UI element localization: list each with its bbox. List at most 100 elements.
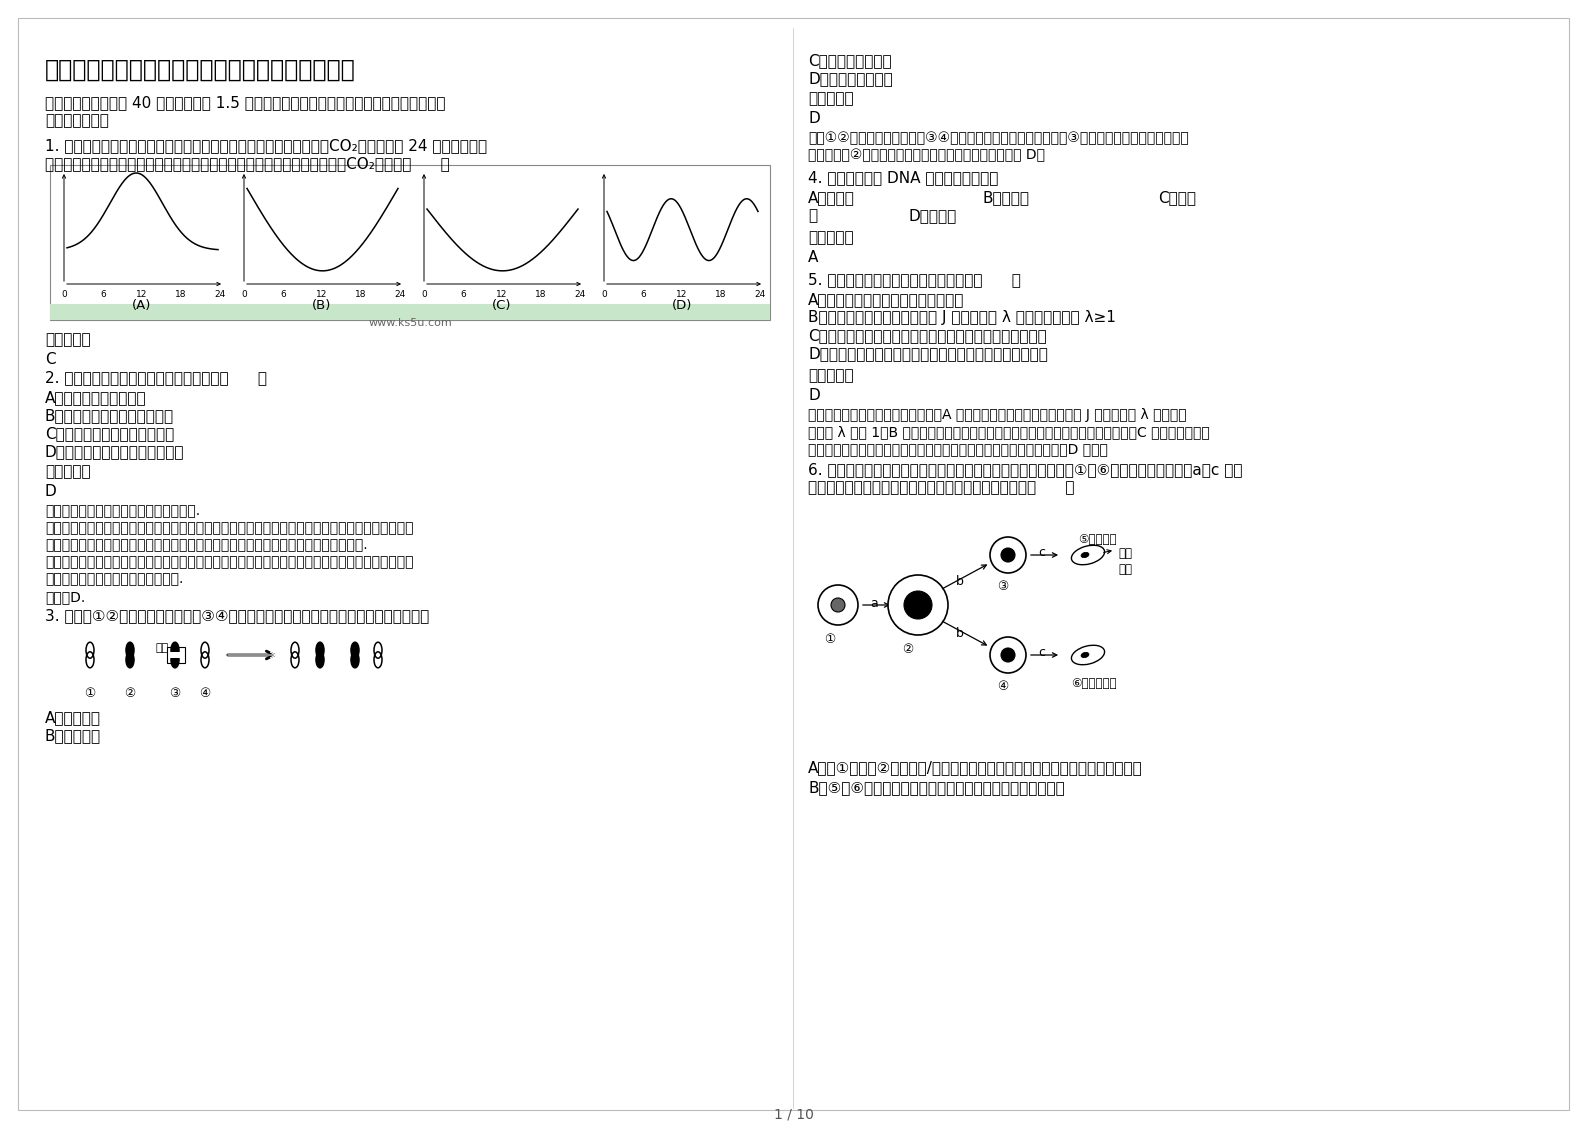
- Text: b: b: [955, 574, 963, 588]
- Text: D．改变生长素在植物体内的分布: D．改变生长素在植物体内的分布: [44, 444, 184, 459]
- Text: 18: 18: [355, 289, 367, 298]
- Text: 一、选择题（本题共 40 小题，每小题 1.5 分。在每小题给出的四个选项中，只有一项是符合: 一、选择题（本题共 40 小题，每小题 1.5 分。在每小题给出的四个选项中，只…: [44, 95, 446, 110]
- Circle shape: [990, 637, 1027, 673]
- Text: ③: ③: [170, 687, 181, 700]
- Text: 体: 体: [808, 208, 817, 223]
- Text: 6: 6: [640, 289, 646, 298]
- Text: c: c: [1038, 546, 1044, 559]
- Circle shape: [1001, 548, 1016, 562]
- Circle shape: [990, 537, 1027, 573]
- Text: 不均匀，从而导致植物弯向光源生长.: 不均匀，从而导致植物弯向光源生长.: [44, 572, 184, 586]
- Text: ③: ③: [997, 580, 1009, 594]
- Text: (D): (D): [671, 298, 692, 312]
- Text: 12: 12: [497, 289, 508, 298]
- Text: C．染色体数目变异: C．染色体数目变异: [808, 53, 892, 68]
- Text: D: D: [44, 484, 57, 499]
- Ellipse shape: [316, 642, 324, 659]
- Text: ⑥骨骼肌细胞: ⑥骨骼肌细胞: [1071, 677, 1117, 690]
- Ellipse shape: [316, 652, 324, 668]
- Text: D．染色体结构变异: D．染色体结构变异: [808, 71, 893, 86]
- Text: D: D: [808, 111, 820, 126]
- Text: C: C: [44, 352, 56, 367]
- Text: 12: 12: [676, 289, 687, 298]
- Text: c: c: [1038, 646, 1044, 659]
- Ellipse shape: [125, 652, 133, 668]
- Ellipse shape: [351, 652, 359, 668]
- Text: 细胞所进行的生理过程。据图分析，下列叙述正确的是（      ）: 细胞所进行的生理过程。据图分析，下列叙述正确的是（ ）: [808, 480, 1074, 495]
- Text: B．种群在理想条件下，表现为 J 型增长，其 λ 值是不变的，且 λ≥1: B．种群在理想条件下，表现为 J 型增长，其 λ 值是不变的，且 λ≥1: [808, 310, 1116, 325]
- Text: A．种群数量是种群最基本的数量特征: A．种群数量是种群最基本的数量特征: [808, 292, 965, 307]
- Text: 0: 0: [62, 289, 67, 298]
- Text: 24: 24: [395, 289, 406, 298]
- Text: B．⑤与⑥的细胞核内遗传物质相同，细胞内的蛋白质也相同: B．⑤与⑥的细胞核内遗传物质相同，细胞内的蛋白质也相同: [808, 780, 1065, 795]
- Text: (A): (A): [132, 298, 152, 312]
- Text: D．核糖体: D．核糖体: [908, 208, 957, 223]
- Ellipse shape: [1071, 545, 1105, 564]
- Text: 18: 18: [175, 289, 187, 298]
- Text: 6: 6: [281, 289, 286, 298]
- Text: A．与①相比，②的表面积/体积比增大，与外界环境进行物质交换的能力也增强: A．与①相比，②的表面积/体积比增大，与外界环境进行物质交换的能力也增强: [808, 760, 1143, 775]
- Ellipse shape: [125, 642, 133, 659]
- Text: 直结构具有明显的分层现象，有利于提高光照、空间等资源的利用率，D 正确。: 直结构具有明显的分层现象，有利于提高光照、空间等资源的利用率，D 正确。: [808, 442, 1108, 456]
- Text: 参考答案：: 参考答案：: [44, 332, 90, 347]
- Bar: [51, 165, 770, 320]
- Text: 已知①②为一对同源染色体，③④为另一对同源染色体，图中显示③染色体上的一个片段移到了非: 已知①②为一对同源染色体，③④为另一对同源染色体，图中显示③染色体上的一个片段移…: [808, 131, 1189, 145]
- Text: 4. 在细胞内进行 DNA 复制的主要场所是: 4. 在细胞内进行 DNA 复制的主要场所是: [808, 171, 998, 185]
- Text: ⑤上皮细胞: ⑤上皮细胞: [1078, 533, 1117, 546]
- Text: 死亡: 死亡: [1117, 563, 1132, 576]
- Text: 同源染色体②上，属于染色体结构的变异中的易位，故选 D。: 同源染色体②上，属于染色体结构的变异中的易位，故选 D。: [808, 148, 1044, 162]
- Text: 5. 下列有关种群与群落的叙述正确的是（      ）: 5. 下列有关种群与群落的叙述正确的是（ ）: [808, 272, 1020, 287]
- Text: 【解答】解：植物向光性的原因是单侧光照过后，生长素由向光一侧朝背光一侧运输，使生长素分布: 【解答】解：植物向光性的原因是单侧光照过后，生长素由向光一侧朝背光一侧运输，使生…: [44, 555, 414, 569]
- Text: 的，且 λ 大于 1，B 错误；群落包括华科大附中校园内所有的动物、植物和微生物，C 错误；群落的垂: 的，且 λ 大于 1，B 错误；群落包括华科大附中校园内所有的动物、植物和微生物…: [808, 425, 1209, 439]
- Text: A．基因重组: A．基因重组: [44, 710, 102, 725]
- Text: 0: 0: [421, 289, 427, 298]
- Ellipse shape: [351, 642, 359, 659]
- Text: a: a: [870, 597, 878, 610]
- Ellipse shape: [1081, 552, 1089, 558]
- Text: 参考答案：: 参考答案：: [44, 465, 90, 479]
- Text: 【分析】植物具有向光性的原因：单侧光照过后，生长素由向光一侧朝背光一侧运输，导致胚芽鞘的: 【分析】植物具有向光性的原因：单侧光照过后，生长素由向光一侧朝背光一侧运输，导致…: [44, 521, 414, 535]
- Text: 背光一侧生长素含量多于向光一侧，因而引起两侧的生长素不均匀，从而造成向光弯曲.: 背光一侧生长素含量多于向光一侧，因而引起两侧的生长素不均匀，从而造成向光弯曲.: [44, 539, 368, 552]
- Text: www.ks5u.com: www.ks5u.com: [368, 318, 452, 328]
- Text: 种群最基本的数量特征是种群密度。A 错误；种群在理想条件下，表现为 J 型增长，其 λ 值是不变: 种群最基本的数量特征是种群密度。A 错误；种群在理想条件下，表现为 J 型增长，…: [808, 408, 1187, 422]
- Text: 0: 0: [601, 289, 606, 298]
- Text: C．控制向光侧细胞的伸长生长: C．控制向光侧细胞的伸长生长: [44, 426, 175, 441]
- Circle shape: [889, 574, 947, 635]
- Text: 1. 某学生在玻璃温室里进行植物栽培实验。为此，他对室内空气中的CO₂含量进行了 24 小时的测定，: 1. 某学生在玻璃温室里进行植物栽培实验。为此，他对室内空气中的CO₂含量进行了…: [44, 138, 487, 153]
- Text: 参考答案：: 参考答案：: [808, 91, 854, 105]
- Ellipse shape: [171, 652, 179, 668]
- Text: ④: ④: [200, 687, 211, 700]
- Text: 衰老: 衰老: [1117, 548, 1132, 560]
- Text: 24: 24: [214, 289, 225, 298]
- Text: C．叶绿: C．叶绿: [1159, 190, 1197, 205]
- Text: ②: ②: [903, 643, 914, 656]
- Ellipse shape: [1081, 652, 1089, 657]
- Text: 24: 24: [574, 289, 586, 298]
- Text: B．基因突变: B．基因突变: [44, 728, 102, 743]
- Bar: [167, 647, 186, 663]
- Text: C．华科大附中校园内所有的动物、植物可以构成一个群落: C．华科大附中校园内所有的动物、植物可以构成一个群落: [808, 328, 1047, 343]
- Text: A: A: [808, 250, 819, 265]
- Ellipse shape: [171, 642, 179, 659]
- Text: 转接: 转接: [156, 643, 168, 653]
- Text: A．促进植物合成生长素: A．促进植物合成生长素: [44, 390, 146, 405]
- Text: (C): (C): [492, 298, 511, 312]
- Text: 四川省达州市龙潭乡中学高二生物模拟试卷含解析: 四川省达州市龙潭乡中学高二生物模拟试卷含解析: [44, 58, 355, 82]
- Text: 参考答案：: 参考答案：: [808, 230, 854, 245]
- Text: 2. 植物的茎具有向光性，其中光的作用是（      ）: 2. 植物的茎具有向光性，其中光的作用是（ ）: [44, 370, 267, 385]
- Text: 6: 6: [460, 289, 467, 298]
- Ellipse shape: [1071, 645, 1105, 664]
- Text: 0: 0: [241, 289, 248, 298]
- Text: ④: ④: [997, 680, 1009, 693]
- Text: 18: 18: [716, 289, 727, 298]
- Text: 12: 12: [316, 289, 327, 298]
- Text: b: b: [955, 627, 963, 640]
- Text: A．细胞核: A．细胞核: [808, 190, 855, 205]
- Text: ①: ①: [824, 633, 836, 646]
- Text: B．线粒体: B．线粒体: [982, 190, 1030, 205]
- Circle shape: [817, 585, 859, 625]
- Text: 参考答案：: 参考答案：: [808, 368, 854, 383]
- Text: 下图所示曲线中能正确表示其测定结果的是（横坐标为当日时间，纵坐标为CO₂浓度）（      ）: 下图所示曲线中能正确表示其测定结果的是（横坐标为当日时间，纵坐标为CO₂浓度）（…: [44, 156, 449, 171]
- Text: D: D: [808, 388, 820, 403]
- Text: D．群落的垂直结构有利于提高光照、空间等资源的利用率: D．群落的垂直结构有利于提高光照、空间等资源的利用率: [808, 346, 1047, 361]
